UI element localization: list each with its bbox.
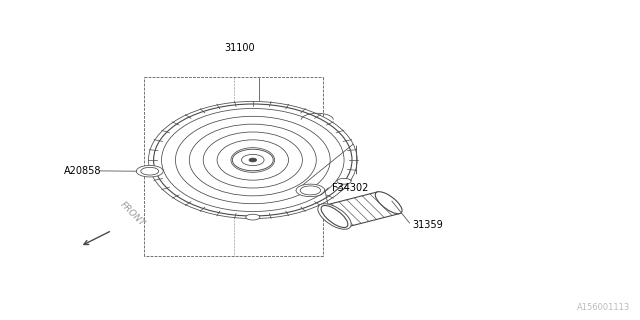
Text: FRONT: FRONT: [118, 200, 147, 228]
Ellipse shape: [246, 214, 260, 220]
Ellipse shape: [318, 204, 351, 229]
Ellipse shape: [141, 167, 159, 175]
Ellipse shape: [337, 179, 351, 184]
Ellipse shape: [148, 101, 357, 219]
Ellipse shape: [154, 104, 352, 216]
Text: A20858: A20858: [64, 166, 102, 176]
Text: F34302: F34302: [332, 183, 368, 193]
Ellipse shape: [136, 165, 163, 177]
Ellipse shape: [296, 184, 324, 197]
Text: A156001113: A156001113: [577, 303, 630, 312]
Text: 31100: 31100: [225, 43, 255, 53]
Ellipse shape: [300, 186, 321, 195]
Ellipse shape: [232, 149, 273, 171]
Text: 31359: 31359: [413, 220, 444, 230]
Ellipse shape: [321, 205, 348, 228]
Ellipse shape: [375, 192, 402, 214]
Ellipse shape: [241, 154, 264, 166]
Ellipse shape: [249, 158, 257, 162]
